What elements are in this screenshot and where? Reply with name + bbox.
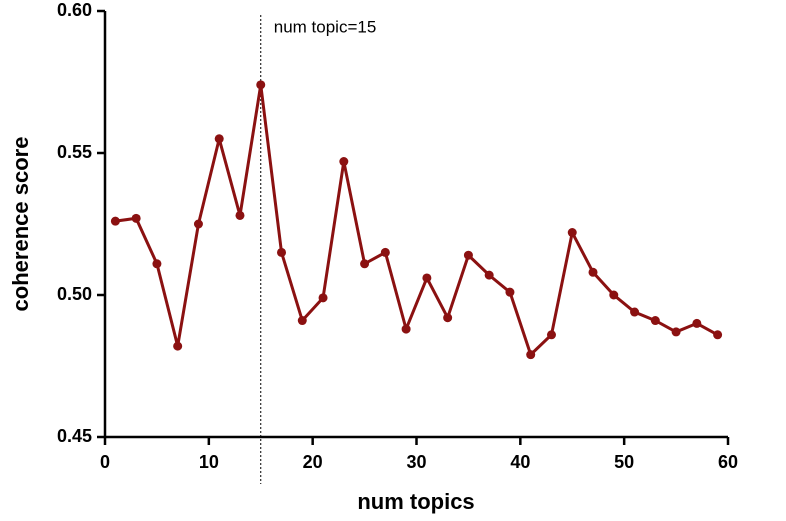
data-point	[443, 313, 453, 323]
x-tick-label: 20	[303, 452, 323, 472]
data-point	[546, 330, 556, 340]
x-tick-label: 10	[199, 452, 219, 472]
data-point	[484, 270, 494, 280]
data-point	[152, 259, 162, 269]
data-point	[339, 157, 349, 167]
x-tick-label: 60	[718, 452, 738, 472]
x-tick-label: 50	[614, 452, 634, 472]
y-tick-label: 0.55	[57, 142, 92, 162]
data-point	[131, 213, 141, 223]
x-tick-label: 40	[510, 452, 530, 472]
data-point	[609, 290, 619, 300]
data-point	[671, 327, 681, 337]
data-point	[256, 80, 266, 90]
data-point	[463, 250, 473, 260]
data-point	[505, 287, 515, 297]
series-line	[115, 84, 719, 358]
data-point	[193, 219, 203, 229]
data-point	[214, 134, 224, 144]
data-point	[422, 273, 432, 283]
data-point	[692, 318, 702, 328]
data-point	[380, 247, 390, 257]
data-point	[110, 216, 120, 226]
data-point	[713, 330, 723, 340]
data-point	[277, 247, 287, 257]
data-point	[401, 324, 411, 334]
data-point	[650, 316, 660, 326]
x-axis-title: num topics	[357, 489, 474, 514]
y-tick-label: 0.45	[57, 426, 92, 446]
data-point	[235, 210, 245, 220]
data-point	[318, 293, 328, 303]
annotation: num topic=15	[274, 17, 377, 36]
data-point	[360, 259, 370, 269]
x-tick-label: 30	[406, 452, 426, 472]
data-point	[173, 341, 183, 351]
y-axis-title: coherence score	[8, 137, 33, 312]
x-tick-label: 0	[100, 452, 110, 472]
y-tick-label: 0.50	[57, 284, 92, 304]
data-point	[588, 267, 598, 277]
data-point	[567, 228, 577, 238]
data-point	[526, 350, 536, 360]
data-point	[630, 307, 640, 317]
y-tick-label: 0.60	[57, 0, 92, 20]
data-point	[297, 316, 307, 326]
